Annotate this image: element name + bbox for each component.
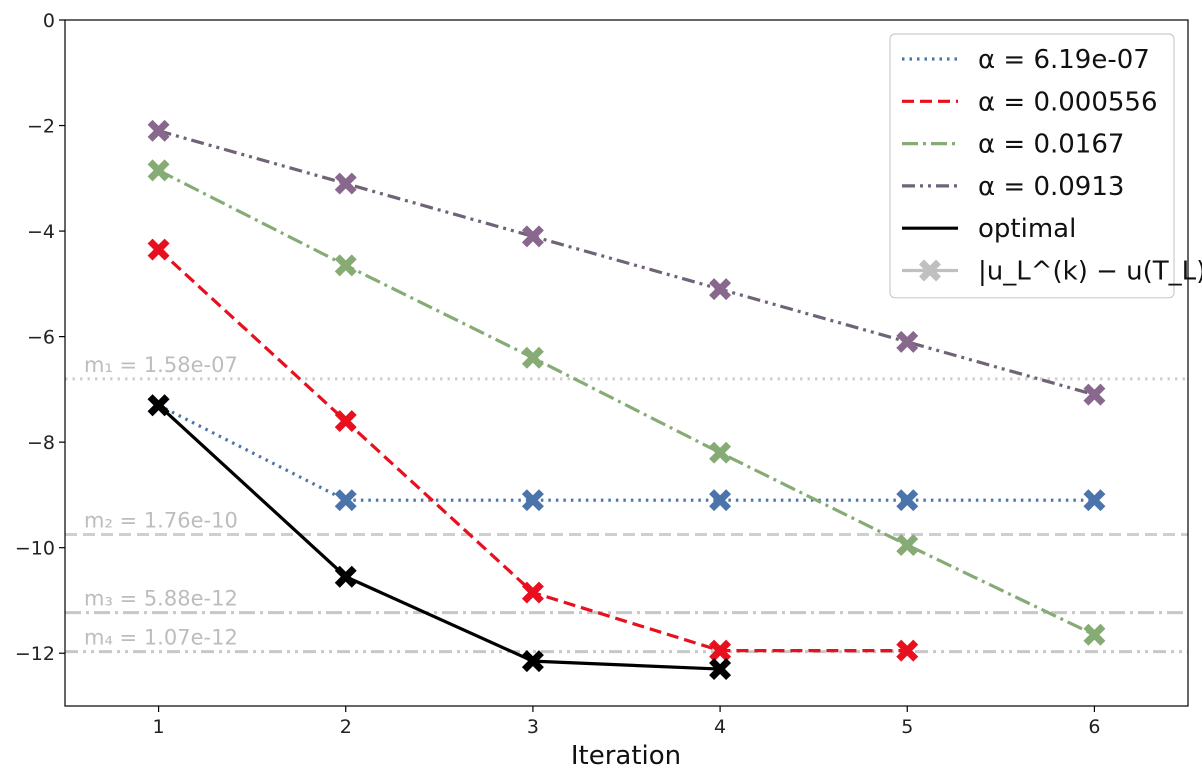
series-3	[147, 159, 1106, 646]
reference-label-2: m₂ = 1.76e-10	[84, 509, 238, 533]
data-point-1-3	[521, 489, 544, 512]
data-point-3-2	[334, 254, 357, 277]
data-point-1-6	[1083, 489, 1106, 512]
data-point-4-5	[896, 330, 919, 353]
data-point-3-4	[709, 441, 732, 464]
data-point-2-2	[334, 410, 357, 433]
x-tick-label: 6	[1088, 716, 1100, 738]
series-2	[147, 238, 919, 662]
y-axis: 0 −2 −4 −6 −8 −10 −12	[15, 10, 65, 665]
data-point-3-3	[521, 346, 544, 369]
data-point-5-4	[709, 658, 732, 681]
series-line-5	[157, 404, 721, 671]
x-tick-label: 5	[901, 716, 913, 738]
legend-label-2: α = 0.000556	[978, 87, 1158, 117]
legend-marker-norm	[919, 259, 941, 282]
legend-label-4: α = 0.0913	[978, 172, 1124, 202]
data-point-1-5	[896, 489, 919, 512]
series-layer	[147, 119, 1106, 681]
data-point-1-2	[334, 489, 357, 512]
data-point-3-5	[896, 534, 919, 557]
x-tick-label: 1	[153, 716, 165, 738]
legend-label-3: α = 0.0167	[978, 130, 1124, 160]
data-point-4-1	[147, 119, 170, 142]
data-point-5-1	[147, 394, 170, 417]
y-tick-label: −6	[27, 327, 55, 349]
legend-label-1: α = 6.19e-07	[978, 45, 1150, 75]
data-point-4-4	[709, 278, 732, 301]
data-point-4-2	[334, 172, 357, 195]
series-line-4	[158, 129, 1095, 397]
legend-box	[889, 33, 1175, 299]
reference-label-1: m₁ = 1.58e-07	[84, 353, 238, 377]
data-point-2-3	[521, 581, 544, 604]
x-tick-label: 4	[714, 716, 726, 738]
data-point-2-1	[147, 238, 170, 261]
data-point-2-4	[709, 639, 732, 662]
reference-label-3: m₃ = 5.88e-12	[84, 587, 238, 611]
data-point-1-4	[709, 489, 732, 512]
x-tick-label: 3	[527, 716, 539, 738]
series-1	[147, 394, 1106, 512]
y-tick-label: 0	[43, 10, 55, 32]
data-point-2-5	[896, 639, 919, 662]
series-5	[147, 394, 732, 681]
y-tick-label: −10	[15, 538, 55, 560]
data-point-5-2	[334, 565, 357, 588]
y-tick-label: −4	[27, 221, 55, 243]
x-tick-label: 2	[340, 716, 352, 738]
data-point-3-1	[147, 159, 170, 182]
legend: α = 6.19e-07 α = 0.000556 α = 0.0167 α = 0.…	[889, 33, 1202, 299]
series-line-1	[157, 403, 1095, 502]
data-point-4-3	[521, 225, 544, 248]
x-axis: 1 2 3 4 5 6	[153, 706, 1100, 738]
x-axis-label: Iteration	[571, 741, 681, 771]
data-point-4-6	[1083, 383, 1106, 406]
series-line-3	[157, 168, 1096, 637]
legend-label-norm: |u_L^(k) − u(T_L)|_∞	[978, 257, 1202, 287]
series-4	[147, 119, 1106, 406]
reference-label-4: m₄ = 1.07e-12	[84, 626, 238, 650]
plot-frame	[64, 19, 1189, 707]
data-point-5-3	[521, 650, 544, 673]
reference-lines: m₁ = 1.58e-07 m₂ = 1.76e-10 m₃ = 5.88e-12 m…	[65, 353, 1188, 654]
y-tick-label: −8	[27, 432, 55, 454]
y-tick-label: −2	[27, 116, 55, 138]
data-point-3-6	[1083, 623, 1106, 646]
y-tick-label: −12	[15, 643, 55, 665]
legend-label-5: optimal	[978, 214, 1076, 244]
